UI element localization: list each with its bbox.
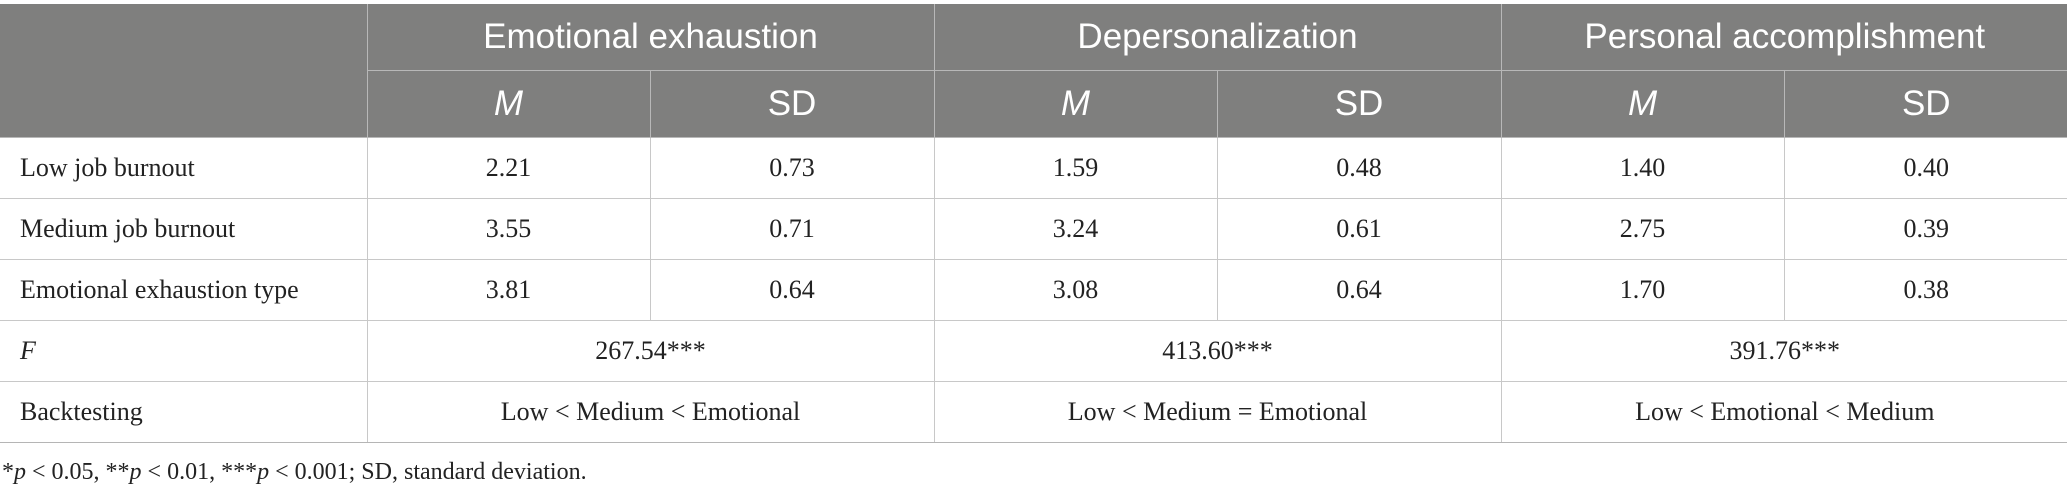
subheader-sd: SD (1216, 70, 1502, 138)
table-cell: 3.08 (933, 259, 1218, 321)
table-cell: 3.24 (933, 198, 1218, 260)
table-row-low-burnout: Low job burnout 2.21 0.73 1.59 0.48 1.40… (0, 137, 2067, 199)
corner-cell (0, 4, 368, 138)
subheader-sd: SD (649, 70, 935, 138)
table-cell: 0.73 (649, 137, 935, 199)
row-label: Low job burnout (0, 137, 368, 199)
table-cell: 1.40 (1500, 137, 1785, 199)
subheader-m: M (1500, 70, 1785, 138)
table-row-f-statistic: F 267.54*** 413.60*** 391.76*** (0, 320, 2067, 382)
footnote-text: < 0.01, *** (141, 459, 258, 485)
row-label: Backtesting (0, 381, 368, 443)
group-header-emotional-exhaustion: Emotional exhaustion (366, 4, 935, 71)
footnote-text: < 0.05, ** (26, 459, 130, 485)
f-value-personal-accomplishment: 391.76*** (1500, 320, 2067, 382)
backtesting-personal-accomplishment: Low < Emotional < Medium (1500, 381, 2067, 443)
table-row-backtesting: Backtesting Low < Medium < Emotional Low… (0, 381, 2067, 443)
backtesting-emotional-exhaustion: Low < Medium < Emotional (366, 381, 935, 443)
footnote-p-symbol: p (129, 459, 142, 485)
table-row-medium-burnout: Medium job burnout 3.55 0.71 3.24 0.61 2… (0, 198, 2067, 260)
row-label: Medium job burnout (0, 198, 368, 260)
table-cell: 3.81 (366, 259, 651, 321)
table-cell: 0.39 (1783, 198, 2067, 260)
subheader-m: M (366, 70, 651, 138)
table-cell: 0.40 (1783, 137, 2067, 199)
table-cell: 3.55 (366, 198, 651, 260)
backtesting-depersonalization: Low < Medium = Emotional (933, 381, 1502, 443)
group-header-row: Emotional exhaustion Depersonalization P… (0, 4, 2067, 138)
table-row-emotional-exhaustion-type: Emotional exhaustion type 3.81 0.64 3.08… (0, 259, 2067, 321)
table-footnote: *p < 0.05, **p < 0.01, ***p < 0.001; SD,… (2, 459, 587, 486)
footnote-p-symbol: p (257, 459, 270, 485)
table-cell: 0.64 (1216, 259, 1502, 321)
burnout-results-table: Emotional exhaustion Depersonalization P… (0, 4, 2067, 443)
results-table-container: Emotional exhaustion Depersonalization P… (0, 4, 2067, 443)
table-cell: 0.61 (1216, 198, 1502, 260)
subheader-row: M SD M SD M SD (0, 70, 2067, 138)
footnote-p-symbol: p (14, 459, 26, 485)
table-cell: 0.71 (649, 198, 935, 260)
group-header-personal-accomplishment: Personal accomplishment (1500, 4, 2067, 71)
table-cell: 0.64 (649, 259, 935, 321)
table-cell: 2.75 (1500, 198, 1785, 260)
table-cell: 2.21 (366, 137, 651, 199)
row-label: F (0, 320, 368, 382)
subheader-m: M (933, 70, 1218, 138)
footnote-star: * (2, 459, 14, 485)
subheader-sd: SD (1783, 70, 2067, 138)
table-cell: 0.48 (1216, 137, 1502, 199)
f-value-emotional-exhaustion: 267.54*** (366, 320, 935, 382)
table-cell: 0.38 (1783, 259, 2067, 321)
table-cell: 1.70 (1500, 259, 1785, 321)
footnote-text: < 0.001; SD, standard deviation. (269, 459, 587, 485)
group-header-depersonalization: Depersonalization (933, 4, 1502, 71)
f-value-depersonalization: 413.60*** (933, 320, 1502, 382)
row-label: Emotional exhaustion type (0, 259, 368, 321)
table-cell: 1.59 (933, 137, 1218, 199)
